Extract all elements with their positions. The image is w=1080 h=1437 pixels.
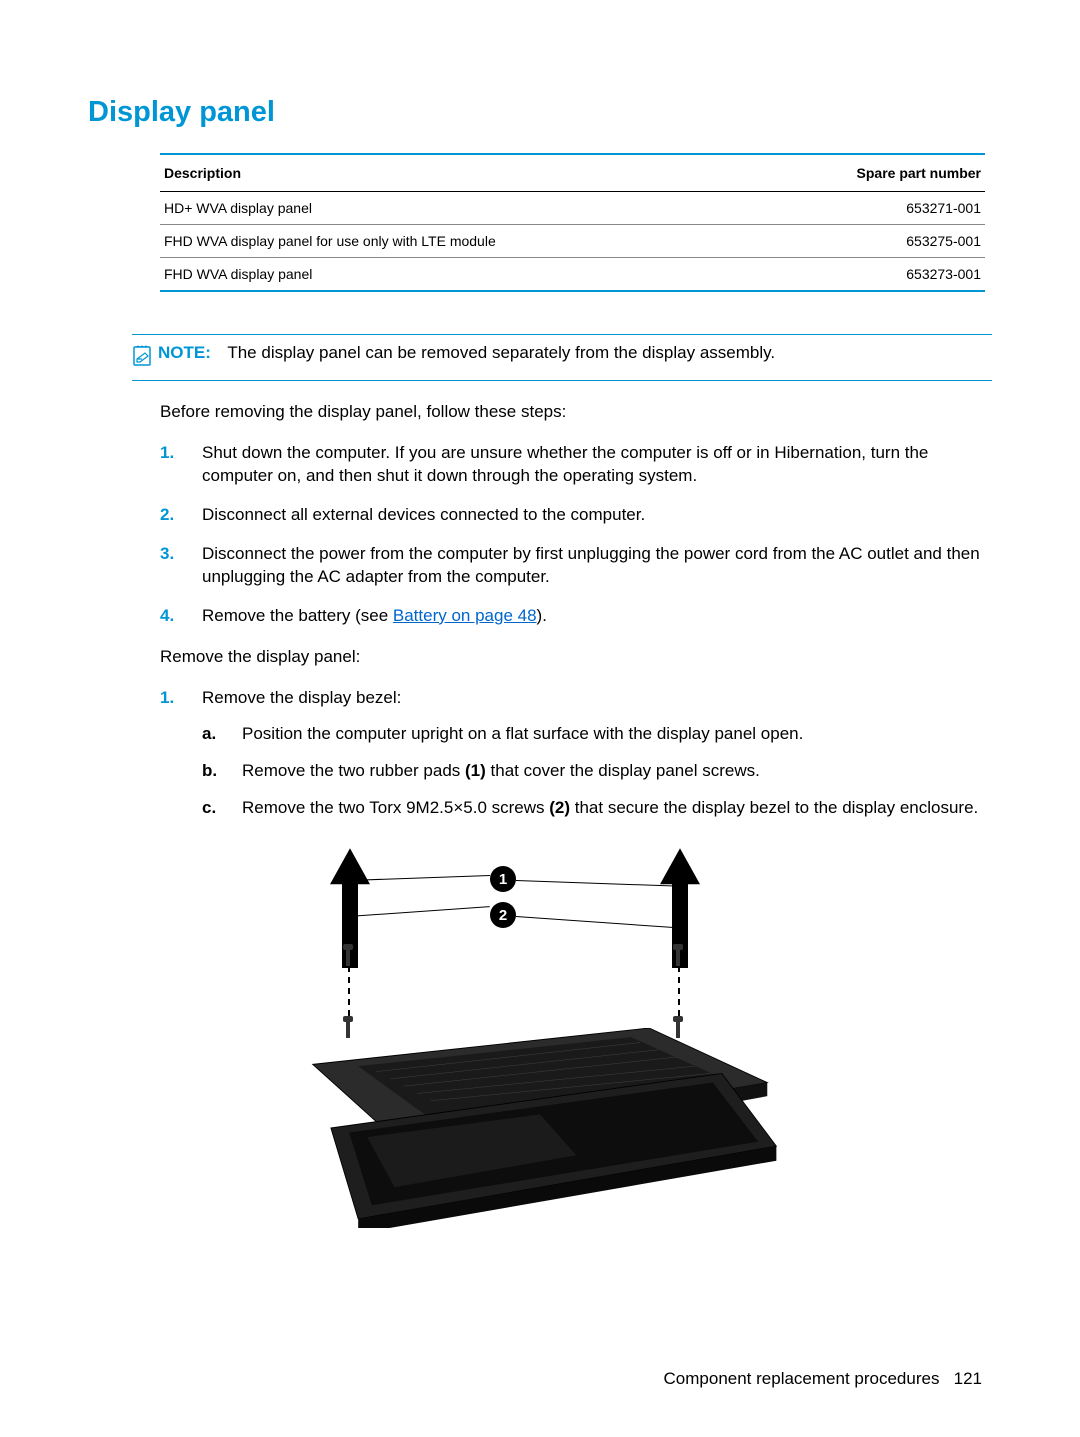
steps-list: Shut down the computer. If you are unsur… [160,442,992,628]
step-item: Remove the battery (see Battery on page … [160,605,992,628]
dash-line [348,966,350,1016]
callout-2: 2 [490,902,516,928]
table-row: HD+ WVA display panel 653271-001 [160,192,985,225]
page-heading: Display panel [88,96,992,129]
note-text: The display panel can be removed separat… [227,343,775,362]
note-box: NOTE: The display panel can be removed s… [132,334,992,381]
sub-list: Position the computer upright on a flat … [202,723,992,820]
cell-part: 653271-001 [754,192,985,225]
screw-icon [674,944,682,966]
battery-link[interactable]: Battery on page 48 [393,606,537,625]
callout-1: 1 [490,866,516,892]
leader-line [516,916,678,928]
dash-line [678,966,680,1016]
sub-item: Position the computer upright on a flat … [202,723,992,746]
cell-part: 653275-001 [754,225,985,258]
leader-line [348,875,490,881]
parts-table: Description Spare part number HD+ WVA di… [160,153,985,292]
leader-line [516,880,678,887]
sub-intro: Remove the display bezel: [202,688,401,707]
sub-item: Remove the two Torx 9M2.5×5.0 screws (2)… [202,797,992,820]
table-header-part: Spare part number [754,154,985,192]
cell-desc: FHD WVA display panel [160,258,754,292]
intro-para: Before removing the display panel, follo… [160,401,992,424]
figure: 1 2 [260,848,820,1258]
leader-line [348,906,490,917]
table-header-desc: Description [160,154,754,192]
sub-item: Remove the two rubber pads (1) that cove… [202,760,992,783]
step-item: Disconnect all external devices connecte… [160,504,992,527]
step4-suffix: ). [537,606,547,625]
cell-desc: FHD WVA display panel for use only with … [160,225,754,258]
sub-b-text2: that cover the display panel screws. [486,761,760,780]
cell-part: 653273-001 [754,258,985,292]
step-item: Disconnect the power from the computer b… [160,543,992,589]
sub-b-text: Remove the two rubber pads [242,761,465,780]
sub-c-text: Remove the two Torx 9M2.5×5.0 screws [242,798,549,817]
sub-c-text2: that secure the display bezel to the dis… [570,798,978,817]
table-row: FHD WVA display panel for use only with … [160,225,985,258]
screw-icon [344,944,352,966]
laptop-illustration [280,1028,800,1228]
note-icon [132,345,154,372]
remove-steps: Remove the display bezel: Position the c… [160,687,992,821]
page-footer: Component replacement procedures 121 [664,1369,982,1389]
step4-prefix: Remove the battery (see [202,606,393,625]
note-label: NOTE: [158,343,211,362]
cell-desc: HD+ WVA display panel [160,192,754,225]
sub-c-bold: (2) [549,798,570,817]
step-item: Remove the display bezel: Position the c… [160,687,992,821]
table-row: FHD WVA display panel 653273-001 [160,258,985,292]
remove-intro: Remove the display panel: [160,646,992,669]
sub-b-bold: (1) [465,761,486,780]
step-item: Shut down the computer. If you are unsur… [160,442,992,488]
footer-section: Component replacement procedures [664,1369,940,1388]
footer-page: 121 [954,1369,982,1388]
